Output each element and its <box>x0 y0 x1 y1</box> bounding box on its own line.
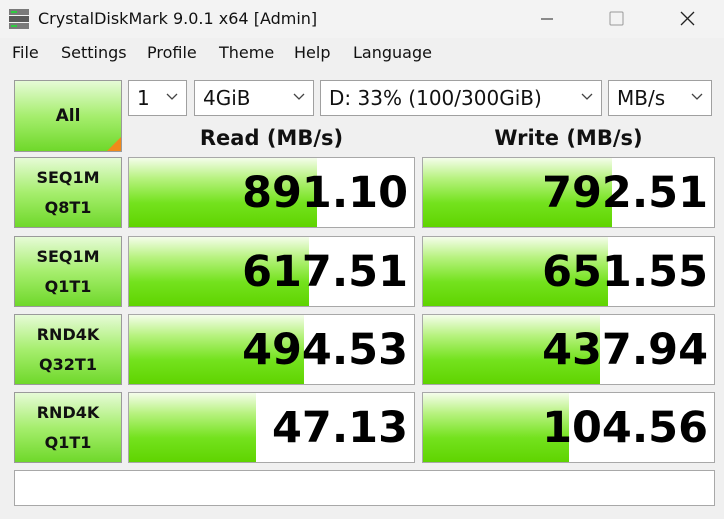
unit-value: MB/s <box>617 86 666 110</box>
read-cell: 494.53 <box>128 314 415 385</box>
write-value: 437.94 <box>542 324 708 375</box>
read-value: 617.51 <box>242 246 408 297</box>
test-label: Q8T1 <box>44 197 92 217</box>
write-bar <box>423 237 608 306</box>
test-label: SEQ1M <box>36 167 100 187</box>
window-title: CrystalDiskMark 9.0.1 x64 [Admin] <box>38 9 318 28</box>
test-label: Q1T1 <box>44 276 92 296</box>
test-label: Q32T1 <box>39 354 97 374</box>
write-value: 651.55 <box>542 246 708 297</box>
all-button-label: All <box>55 106 81 126</box>
test-label: SEQ1M <box>36 246 100 266</box>
write-cell: 104.56 <box>422 392 715 463</box>
drive-select[interactable]: D: 33% (100/300GiB) <box>320 80 602 116</box>
test-button[interactable]: SEQ1M Q8T1 <box>14 157 122 228</box>
menu-item[interactable]: Settings <box>61 43 127 62</box>
count-value: 1 <box>137 86 150 110</box>
test-label: RND4K <box>36 324 100 344</box>
write-bar <box>423 393 570 462</box>
read-value: 47.13 <box>271 402 408 453</box>
read-header: Read (MB/s) <box>199 126 344 150</box>
menu-item[interactable]: Help <box>294 43 331 62</box>
title-bar: CrystalDiskMark 9.0.1 x64 [Admin] <box>0 0 724 38</box>
menu-item[interactable]: File <box>12 43 39 62</box>
read-cell: 47.13 <box>128 392 415 463</box>
test-button[interactable]: RND4K Q32T1 <box>14 314 122 385</box>
test-label: RND4K <box>36 402 100 422</box>
read-value: 494.53 <box>242 324 408 375</box>
maximize-button[interactable] <box>609 11 624 26</box>
test-button[interactable]: SEQ1M Q1T1 <box>14 236 122 307</box>
close-button[interactable] <box>680 11 695 26</box>
all-button[interactable]: All <box>14 80 122 152</box>
size-value: 4GiB <box>203 86 251 110</box>
unit-select[interactable]: MB/s <box>608 80 712 116</box>
app-icon <box>9 9 29 29</box>
menu-item[interactable]: Theme <box>219 43 275 62</box>
corner-mark <box>107 137 121 151</box>
size-select[interactable]: 4GiB <box>194 80 314 116</box>
write-bar <box>423 315 600 384</box>
write-bar <box>423 158 613 227</box>
test-button[interactable]: RND4K Q1T1 <box>14 392 122 463</box>
write-header: Write (MB/s) <box>494 126 643 150</box>
window-controls <box>541 11 695 26</box>
read-bar <box>129 315 305 384</box>
drive-value: D: 33% (100/300GiB) <box>329 86 542 110</box>
menu-item[interactable]: Language <box>353 43 432 62</box>
write-cell: 651.55 <box>422 236 715 307</box>
menu-item[interactable]: Profile <box>147 43 197 62</box>
write-cell: 437.94 <box>422 314 715 385</box>
read-cell: 617.51 <box>128 236 415 307</box>
write-cell: 792.51 <box>422 157 715 228</box>
read-bar <box>129 393 256 462</box>
read-value: 891.10 <box>242 167 408 218</box>
read-bar <box>129 237 310 306</box>
status-bar <box>14 470 715 506</box>
read-bar <box>129 158 317 227</box>
write-value: 104.56 <box>542 402 708 453</box>
read-cell: 891.10 <box>128 157 415 228</box>
write-value: 792.51 <box>542 167 708 218</box>
test-label: Q1T1 <box>44 432 92 452</box>
count-select[interactable]: 1 <box>128 80 187 116</box>
